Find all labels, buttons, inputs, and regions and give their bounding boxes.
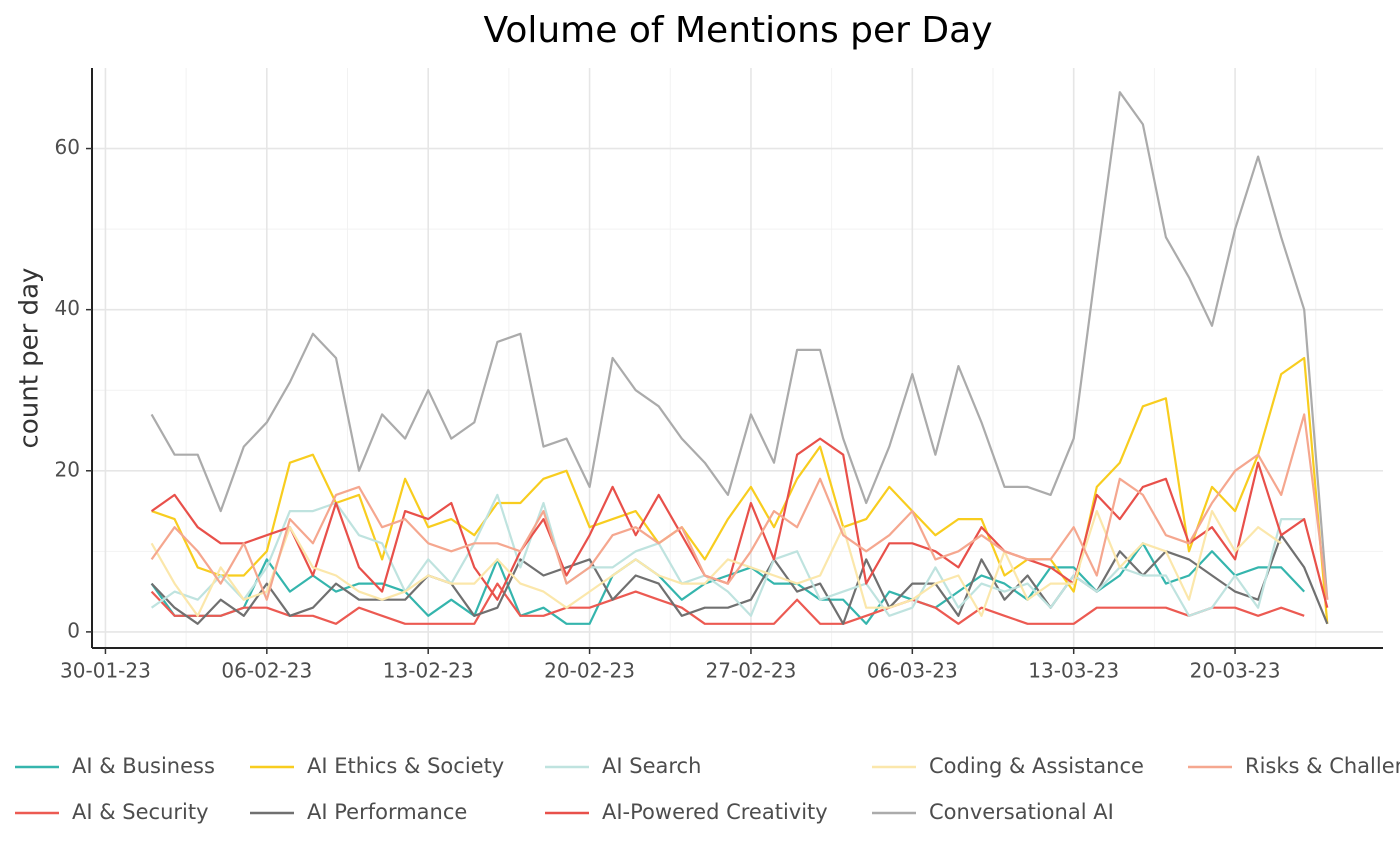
legend-label: AI & Security xyxy=(72,800,209,824)
x-tick-label: 30-01-23 xyxy=(60,659,151,683)
x-tick-label: 13-02-23 xyxy=(383,659,474,683)
series-line xyxy=(150,582,1305,625)
y-tick-label: 60 xyxy=(55,135,80,159)
series-line xyxy=(150,437,1329,608)
y-axis-label: count per day xyxy=(15,268,45,449)
x-tick-label: 20-02-23 xyxy=(544,659,635,683)
legend-label: AI Search xyxy=(602,754,701,778)
x-tick-label: 13-03-23 xyxy=(1028,659,1119,683)
series-line xyxy=(151,356,1329,624)
series-line xyxy=(150,493,1305,617)
legend-label: Conversational AI xyxy=(929,800,1114,824)
y-tick-label: 20 xyxy=(55,457,80,481)
legend-label: AI & Business xyxy=(72,754,215,778)
x-tick-label: 20-03-23 xyxy=(1190,659,1281,683)
series-line xyxy=(150,534,1329,625)
x-tick-label: 27-02-23 xyxy=(706,659,797,683)
chart-title: Volume of Mentions per Day xyxy=(484,10,993,51)
legend-label: AI Ethics & Society xyxy=(307,754,504,778)
x-tick-label: 06-03-23 xyxy=(867,659,958,683)
series-line xyxy=(150,91,1329,600)
legend-label: Coding & Assistance xyxy=(929,754,1144,778)
series-line xyxy=(150,413,1329,601)
legend-label: Risks & Challenges xyxy=(1245,754,1400,778)
series-line xyxy=(150,510,1282,617)
x-tick-label: 06-02-23 xyxy=(221,659,312,683)
y-tick-label: 40 xyxy=(55,296,80,320)
legend-label: AI-Powered Creativity xyxy=(602,800,828,824)
legend-label: AI Performance xyxy=(307,800,467,824)
y-tick-label: 0 xyxy=(67,618,80,642)
